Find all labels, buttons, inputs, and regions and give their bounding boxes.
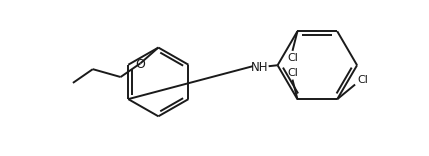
Text: Cl: Cl <box>358 75 369 85</box>
Text: O: O <box>136 58 145 71</box>
Text: Cl: Cl <box>287 68 298 78</box>
Text: NH: NH <box>251 61 269 74</box>
Text: Cl: Cl <box>287 53 298 63</box>
